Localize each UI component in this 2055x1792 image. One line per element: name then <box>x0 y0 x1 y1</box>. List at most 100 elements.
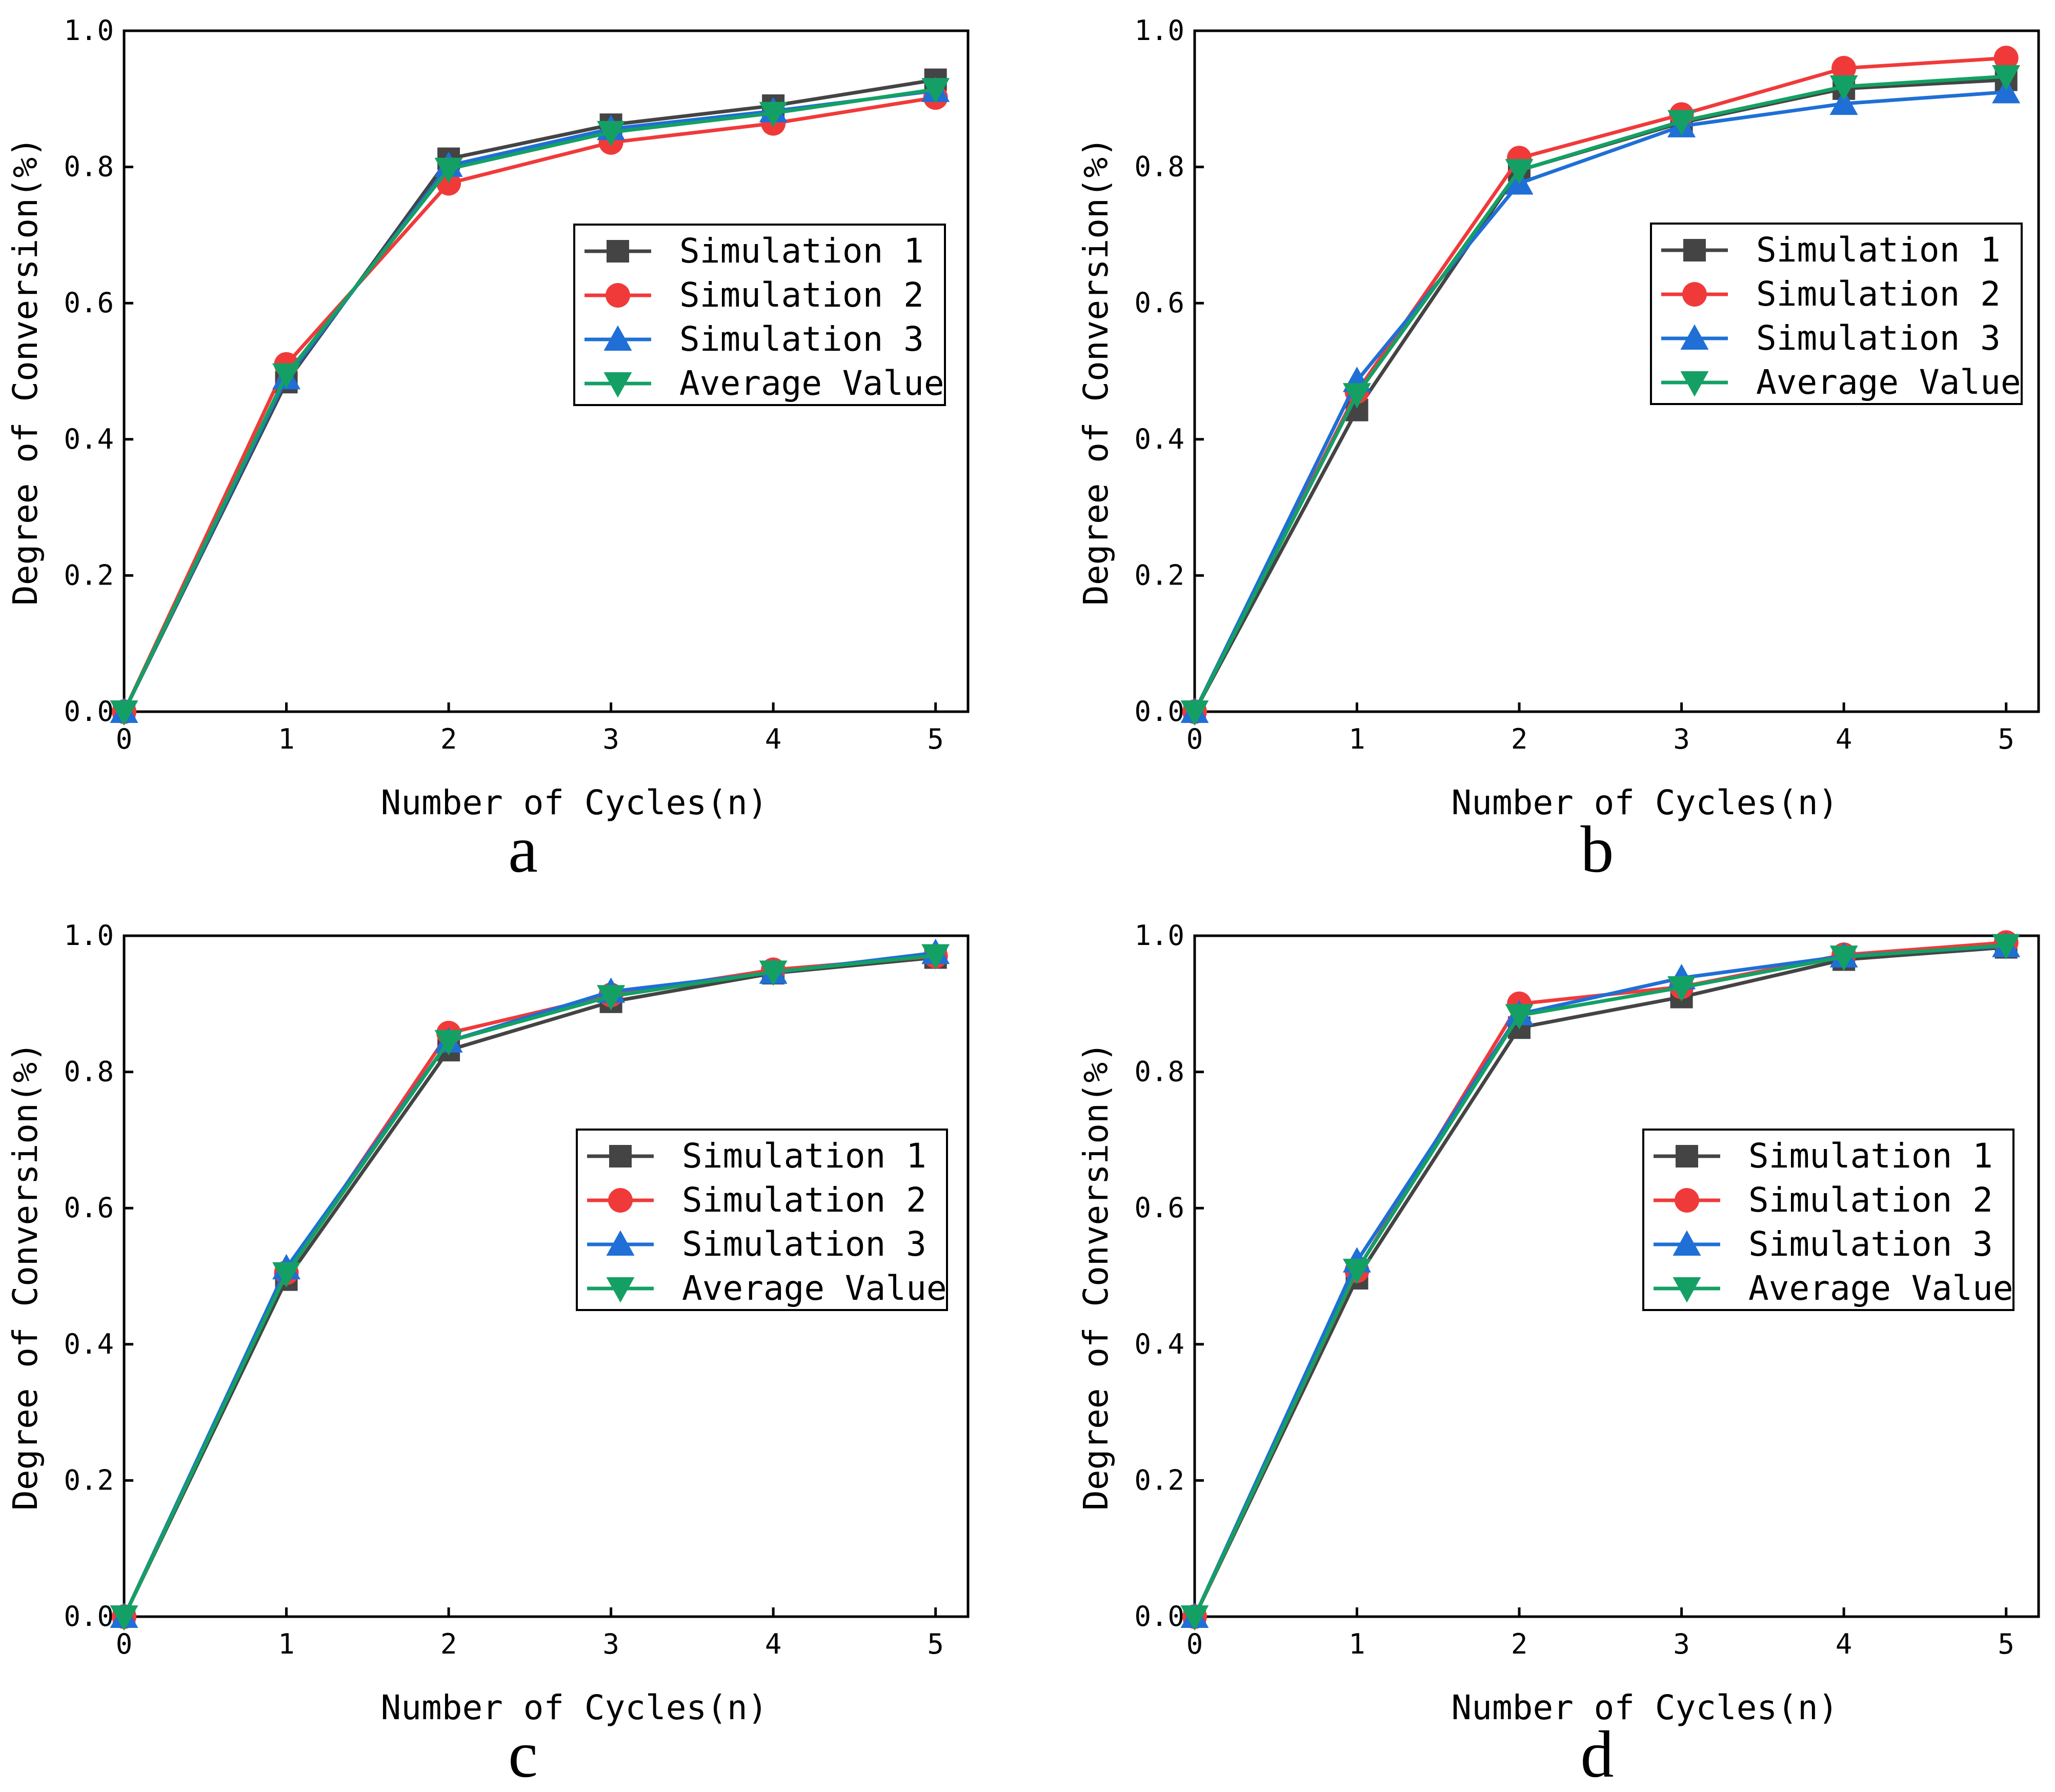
legend-swatch-marker <box>603 325 632 351</box>
data-point-marker <box>272 363 301 389</box>
legend-label: Average Value <box>1756 363 2021 402</box>
data-point-marker <box>1993 46 2019 71</box>
y-tick-label: 0.0 <box>1134 1600 1184 1633</box>
y-tick-label: 0.0 <box>64 695 114 728</box>
chart-panel-b: 0.0 0.2 0.4 0.6 0.8 1.0 0 1 2 3 4 5 Number of Cycles… <box>1076 14 2040 887</box>
y-axis-title: Degree of Conversion(%) <box>6 1042 45 1511</box>
legend-swatch-marker <box>606 1230 635 1256</box>
x-tick-label: 2 <box>440 723 457 755</box>
x-tick-label: 3 <box>602 723 619 755</box>
y-tick-label: 0.2 <box>1134 559 1184 591</box>
y-tick-label: 1.0 <box>64 919 114 952</box>
legend-item: Average Value <box>587 1269 947 1308</box>
x-axis-title: Number of Cycles(n) <box>381 1688 768 1727</box>
series-average-value <box>110 78 950 726</box>
legend-swatch-marker <box>606 283 630 308</box>
x-tick-label: 0 <box>1186 723 1203 755</box>
x-tick-label: 5 <box>1998 723 2014 755</box>
x-tick-label: 4 <box>765 1628 782 1660</box>
data-point-marker <box>1829 75 1858 101</box>
y-axis-title: Degree of Conversion(%) <box>1076 1042 1116 1511</box>
legend-box <box>573 224 946 406</box>
legend-swatch-marker <box>606 1277 635 1303</box>
x-tick-label: 0 <box>116 1628 133 1660</box>
legend-box <box>1650 223 2023 405</box>
y-tick-label: 0.6 <box>64 287 114 319</box>
panel-label: c <box>508 1718 538 1791</box>
legend-label: Simulation 2 <box>679 275 924 315</box>
data-point-marker <box>1829 89 1858 115</box>
legend-item: Simulation 1 <box>585 231 924 271</box>
legend-swatch-marker <box>1683 239 1706 261</box>
legend-label: Simulation 3 <box>679 319 924 359</box>
x-axis-title: Number of Cycles(n) <box>381 783 768 822</box>
y-axis-title: Degree of Conversion(%) <box>1076 137 1116 606</box>
x-axis-title: Number of Cycles(n) <box>1452 1688 1839 1727</box>
y-tick-label: 0.2 <box>64 1464 114 1496</box>
legend-item: Simulation 1 <box>1661 230 2001 270</box>
legend-label: Average Value <box>682 1269 947 1308</box>
data-point-marker <box>1992 65 2021 91</box>
y-tick-label: 0.2 <box>1134 1464 1184 1496</box>
legend-item: Average Value <box>585 364 944 403</box>
data-point-marker <box>434 1030 463 1056</box>
series-line <box>1193 74 2006 713</box>
data-point-marker <box>110 700 138 726</box>
legend-label: Simulation 3 <box>682 1224 926 1264</box>
y-tick-label: 0.8 <box>1134 151 1184 183</box>
x-tick-label: 3 <box>602 1628 619 1660</box>
legend-swatch-marker <box>608 1188 633 1213</box>
plot-area-frame <box>1193 29 2040 713</box>
legend-swatch-marker <box>609 1145 632 1167</box>
x-tick-label: 2 <box>1511 1628 1528 1660</box>
panel-label: a <box>508 813 538 887</box>
data-point-marker <box>1829 945 1858 971</box>
y-tick-label: 0.2 <box>64 559 114 591</box>
legend-swatch-marker <box>603 372 632 398</box>
legend-swatch-marker <box>1680 324 1709 350</box>
chart-panel-d: 0.0 0.2 0.4 0.6 0.8 1.0 0 1 2 3 4 5 Number of Cycles… <box>1076 919 2040 1791</box>
x-tick-label: 4 <box>1836 1628 1852 1660</box>
legend-label: Simulation 1 <box>1756 230 2001 270</box>
y-tick-label: 0.6 <box>64 1192 114 1224</box>
legend-label: Simulation 1 <box>1748 1136 1993 1176</box>
legend-item: Simulation 3 <box>1654 1224 1993 1264</box>
series-line <box>1193 943 2006 1618</box>
y-tick-label: 1.0 <box>1134 14 1184 47</box>
x-tick-label: 4 <box>765 723 782 755</box>
x-tick-label: 1 <box>1348 1628 1365 1660</box>
legend-item: Simulation 1 <box>1654 1136 1993 1176</box>
x-tick-label: 1 <box>278 723 295 755</box>
legend-box <box>1642 1129 2014 1311</box>
legend-label: Simulation 2 <box>1748 1180 1993 1220</box>
legend-label: Simulation 3 <box>1748 1224 1993 1264</box>
data-point-marker <box>759 960 788 986</box>
data-point-marker <box>272 1262 301 1288</box>
y-tick-label: 0.4 <box>1134 423 1184 455</box>
legend-item: Simulation 3 <box>585 319 924 359</box>
y-tick-label: 0.6 <box>1134 1192 1184 1224</box>
data-point-marker <box>110 1605 138 1631</box>
panel-label: d <box>1581 1718 1614 1791</box>
x-tick-label: 5 <box>927 723 944 755</box>
legend-swatch-marker <box>1673 1277 1701 1303</box>
x-axis-title: Number of Cycles(n) <box>1452 783 1839 822</box>
series-average-value <box>110 944 950 1631</box>
series-average-value <box>1180 934 2021 1631</box>
y-tick-label: 0.4 <box>64 1328 114 1360</box>
chart-panel-a: 0.0 0.2 0.4 0.6 0.8 1.0 0 1 2 3 4 5 Number of Cycles… <box>6 14 970 887</box>
x-tick-label: 2 <box>1511 723 1528 755</box>
legend-label: Simulation 2 <box>682 1180 926 1220</box>
y-tick-label: 0.4 <box>64 423 114 455</box>
x-tick-label: 0 <box>1186 1628 1203 1660</box>
y-tick-label: 0.8 <box>64 1056 114 1088</box>
legend-item: Simulation 2 <box>585 275 924 315</box>
data-point-marker <box>1831 56 1857 81</box>
x-tick-label: 1 <box>1348 723 1365 755</box>
data-point-marker <box>1343 1259 1372 1284</box>
legend-item: Simulation 1 <box>587 1136 926 1176</box>
legend-swatch-marker <box>1676 1145 1698 1167</box>
x-tick-label: 3 <box>1673 723 1690 755</box>
